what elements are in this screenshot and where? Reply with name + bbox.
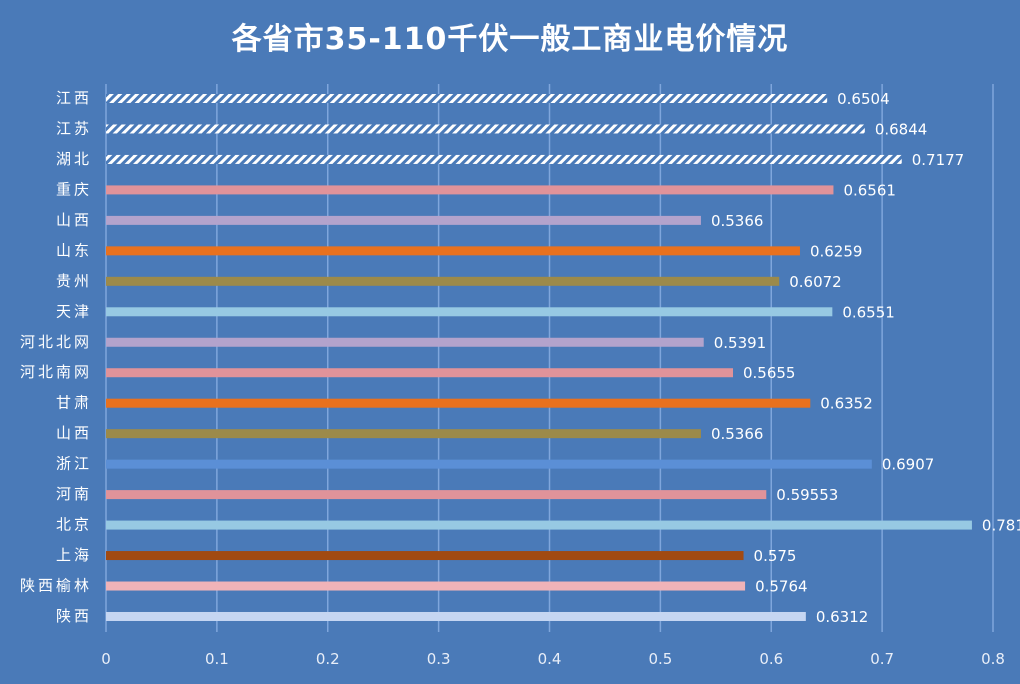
data-label: 0.5391 <box>714 334 767 352</box>
data-label: 0.6312 <box>816 608 869 626</box>
bar <box>106 459 872 469</box>
data-label: 0.7177 <box>912 151 965 169</box>
bar <box>106 429 701 439</box>
bar <box>106 398 811 408</box>
data-label: 0.6352 <box>820 395 873 413</box>
category-label: 陕西 <box>56 607 92 625</box>
chart-title: 各省市35-110千伏一般工商业电价情况 <box>231 22 789 57</box>
bar <box>106 611 806 621</box>
category-label: 贵州 <box>56 272 92 290</box>
data-label: 0.6072 <box>789 273 842 291</box>
bar <box>106 276 780 286</box>
x-tick-label: 0.4 <box>538 650 562 668</box>
data-label: 0.6844 <box>875 120 928 138</box>
x-tick-label: 0.3 <box>427 650 451 668</box>
category-label: 山西 <box>56 211 92 229</box>
bar <box>106 124 865 134</box>
category-label: 浙江 <box>56 455 92 473</box>
category-label: 陕西榆林 <box>20 577 92 595</box>
data-label: 0.6551 <box>842 303 895 321</box>
category-label: 山东 <box>56 241 92 259</box>
category-label: 山西 <box>56 424 92 442</box>
x-tick-label: 0.6 <box>759 650 783 668</box>
bar <box>106 337 704 347</box>
data-label: 0.5764 <box>755 578 808 596</box>
category-label: 天津 <box>56 302 92 320</box>
data-label: 0.6259 <box>810 242 863 260</box>
category-label: 江苏 <box>56 119 92 137</box>
bar <box>106 215 701 225</box>
bar <box>106 581 746 591</box>
category-label: 湖北 <box>56 150 92 168</box>
data-label: 0.59553 <box>776 486 838 504</box>
bar <box>106 520 972 530</box>
bar <box>106 551 744 561</box>
data-label: 0.5655 <box>743 364 796 382</box>
x-tick-label: 0.2 <box>316 650 340 668</box>
x-tick-label: 0.8 <box>981 650 1005 668</box>
x-tick-label: 0.1 <box>205 650 229 668</box>
category-label: 北京 <box>56 516 92 534</box>
category-label: 甘肃 <box>56 394 92 412</box>
x-tick-label: 0.5 <box>648 650 672 668</box>
bar <box>106 490 767 500</box>
bar <box>106 368 733 378</box>
x-tick-label: 0 <box>101 650 111 668</box>
category-label: 河北北网 <box>20 333 92 351</box>
category-label: 河北南网 <box>20 363 92 381</box>
bar <box>106 246 800 256</box>
data-label: 0.781 <box>982 517 1020 535</box>
data-label: 0.6907 <box>882 456 935 474</box>
bar <box>106 185 834 195</box>
x-tick-label: 0.7 <box>870 650 894 668</box>
data-label: 0.5366 <box>711 425 764 443</box>
data-label: 0.5366 <box>711 212 764 230</box>
data-label: 0.6504 <box>837 90 890 108</box>
bar <box>106 154 902 164</box>
category-label: 重庆 <box>56 180 92 198</box>
category-label: 河南 <box>56 485 92 503</box>
bar <box>106 94 828 103</box>
data-label: 0.575 <box>754 547 797 565</box>
category-label: 江西 <box>56 89 92 107</box>
category-label: 上海 <box>56 546 92 564</box>
data-label: 0.6561 <box>843 181 896 199</box>
bar <box>106 307 833 317</box>
